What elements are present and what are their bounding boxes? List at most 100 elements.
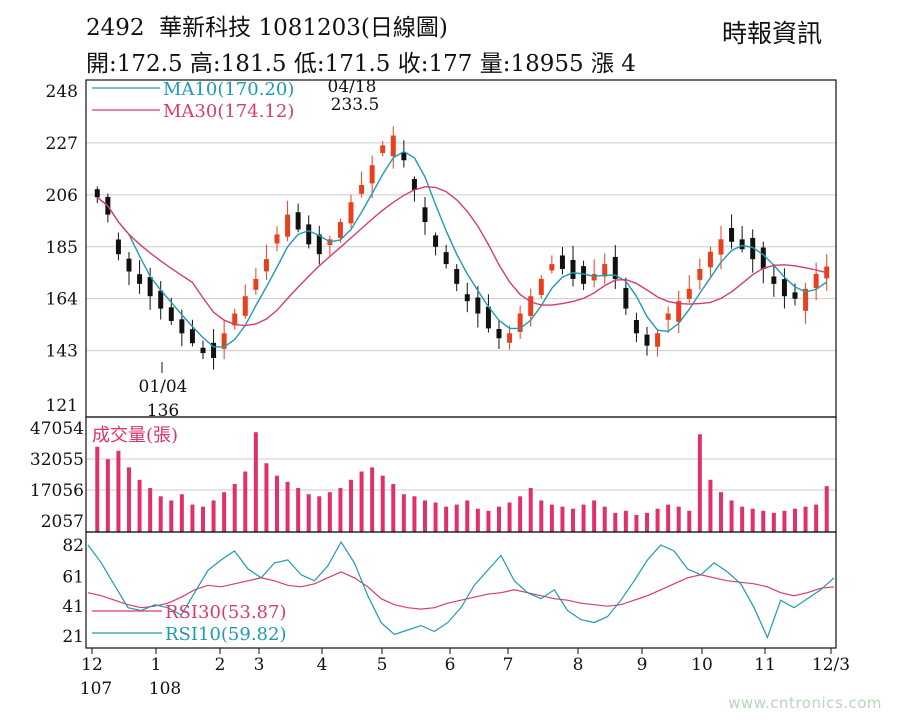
panel-frames bbox=[85, 79, 837, 649]
candle-body bbox=[612, 256, 618, 279]
volume-bar bbox=[497, 506, 501, 532]
candle-body bbox=[729, 227, 735, 242]
price-tick-label: 248 bbox=[46, 82, 78, 102]
change-label: 漲 bbox=[590, 51, 614, 77]
stock-code: 2492 bbox=[86, 15, 145, 41]
rsi-tick-label: 61 bbox=[62, 567, 84, 587]
volume-tick-label: 17056 bbox=[30, 481, 84, 501]
candle-body bbox=[401, 152, 407, 161]
candle-body bbox=[242, 296, 248, 316]
volume-bar bbox=[327, 492, 332, 532]
close-label: 收: bbox=[397, 51, 429, 77]
low-label: 低: bbox=[293, 51, 325, 77]
price-tick-label: 143 bbox=[46, 342, 78, 362]
volume-bar bbox=[782, 510, 787, 532]
volume-bar bbox=[697, 434, 702, 532]
chart-type: (日線圖) bbox=[360, 15, 448, 41]
candle-body bbox=[803, 288, 809, 311]
price-tick-label: 227 bbox=[46, 134, 78, 154]
candle-body bbox=[581, 266, 587, 284]
candle-body bbox=[454, 269, 460, 284]
volume-bar bbox=[454, 504, 459, 532]
candle-body bbox=[760, 247, 766, 270]
volume-bar bbox=[666, 504, 671, 532]
volume-bar bbox=[169, 500, 174, 532]
candle-body bbox=[644, 334, 650, 346]
high-annotation-value: 233.5 bbox=[331, 95, 380, 115]
candle-body bbox=[739, 239, 745, 250]
volume-bar bbox=[317, 496, 322, 532]
candle-body bbox=[792, 292, 798, 299]
candle-body bbox=[137, 274, 143, 284]
candle-body bbox=[211, 342, 217, 359]
candle-body bbox=[306, 224, 312, 245]
x-tick-label: 11 bbox=[754, 655, 776, 675]
candle-body bbox=[464, 294, 470, 302]
volume-bar bbox=[655, 508, 660, 532]
price-grid bbox=[86, 142, 836, 352]
volume-bar bbox=[687, 510, 692, 532]
candle-body bbox=[771, 276, 777, 284]
volume-bar bbox=[581, 504, 586, 532]
volume-bar bbox=[507, 502, 512, 532]
volume-bar bbox=[486, 510, 491, 532]
volume-bar bbox=[137, 479, 142, 532]
candle-body bbox=[813, 273, 819, 289]
rsi10-line bbox=[87, 540, 835, 640]
volume-bar bbox=[412, 496, 417, 532]
volume-bar bbox=[740, 506, 745, 532]
volume-bar bbox=[750, 508, 755, 532]
candle-body bbox=[94, 189, 100, 198]
x-tick-label: 5 bbox=[377, 655, 388, 675]
legend-ma10: MA10(170.20) bbox=[163, 79, 294, 100]
x-tick-label: 10 bbox=[691, 655, 713, 675]
change-value: 4 bbox=[621, 51, 636, 77]
candle-body bbox=[528, 296, 534, 316]
price-tick-label: 121 bbox=[46, 396, 78, 416]
volume-bar bbox=[803, 506, 808, 532]
candle-body bbox=[274, 234, 280, 244]
candle-body bbox=[221, 333, 227, 349]
close-value: 177 bbox=[428, 51, 473, 77]
watermark: www.cntronics.com bbox=[728, 694, 882, 712]
volume-bar bbox=[433, 502, 438, 532]
high-annotation-date: 04/18 bbox=[328, 77, 377, 97]
candle-body bbox=[411, 179, 417, 190]
candle-body bbox=[369, 165, 375, 184]
volume-bar bbox=[602, 506, 607, 532]
volume-axis: 47054 32055 17056 2057 bbox=[30, 419, 84, 532]
candle-body bbox=[126, 258, 132, 272]
candle-body bbox=[348, 202, 354, 224]
candle-body bbox=[707, 251, 713, 268]
ma30-line bbox=[96, 185, 827, 327]
price-candles bbox=[94, 126, 830, 370]
volume-bar bbox=[243, 471, 248, 532]
legend-rsi10: RSI10(59.82) bbox=[165, 624, 286, 645]
price-tick-label: 206 bbox=[46, 186, 78, 206]
x-tick-label: 9 bbox=[637, 655, 648, 675]
volume-bar bbox=[539, 500, 544, 532]
candle-body bbox=[559, 255, 565, 270]
open-label: 開: bbox=[86, 51, 117, 77]
volume-bar bbox=[264, 463, 269, 532]
volume-bar bbox=[148, 488, 153, 532]
rsi-tick-label: 21 bbox=[62, 627, 84, 647]
candle-body bbox=[507, 333, 513, 343]
candle-body bbox=[718, 239, 724, 255]
volume-bar bbox=[179, 494, 184, 532]
candle-body bbox=[263, 259, 269, 272]
x-tick-label: 12 bbox=[81, 655, 103, 675]
source-label: 時報資訊 bbox=[722, 19, 823, 48]
rsi30-line bbox=[87, 571, 835, 610]
volume-bar bbox=[359, 471, 364, 532]
candle-body bbox=[422, 207, 428, 223]
high-value: 181.5 bbox=[220, 51, 287, 77]
candle-body bbox=[665, 313, 671, 320]
candle-body bbox=[549, 264, 555, 271]
ma10-line bbox=[96, 150, 828, 348]
x-tick-label: 4 bbox=[317, 655, 328, 675]
x-tick-label: 2 bbox=[215, 655, 226, 675]
x-year-label: 108 bbox=[149, 679, 181, 699]
candle-body bbox=[295, 212, 301, 230]
